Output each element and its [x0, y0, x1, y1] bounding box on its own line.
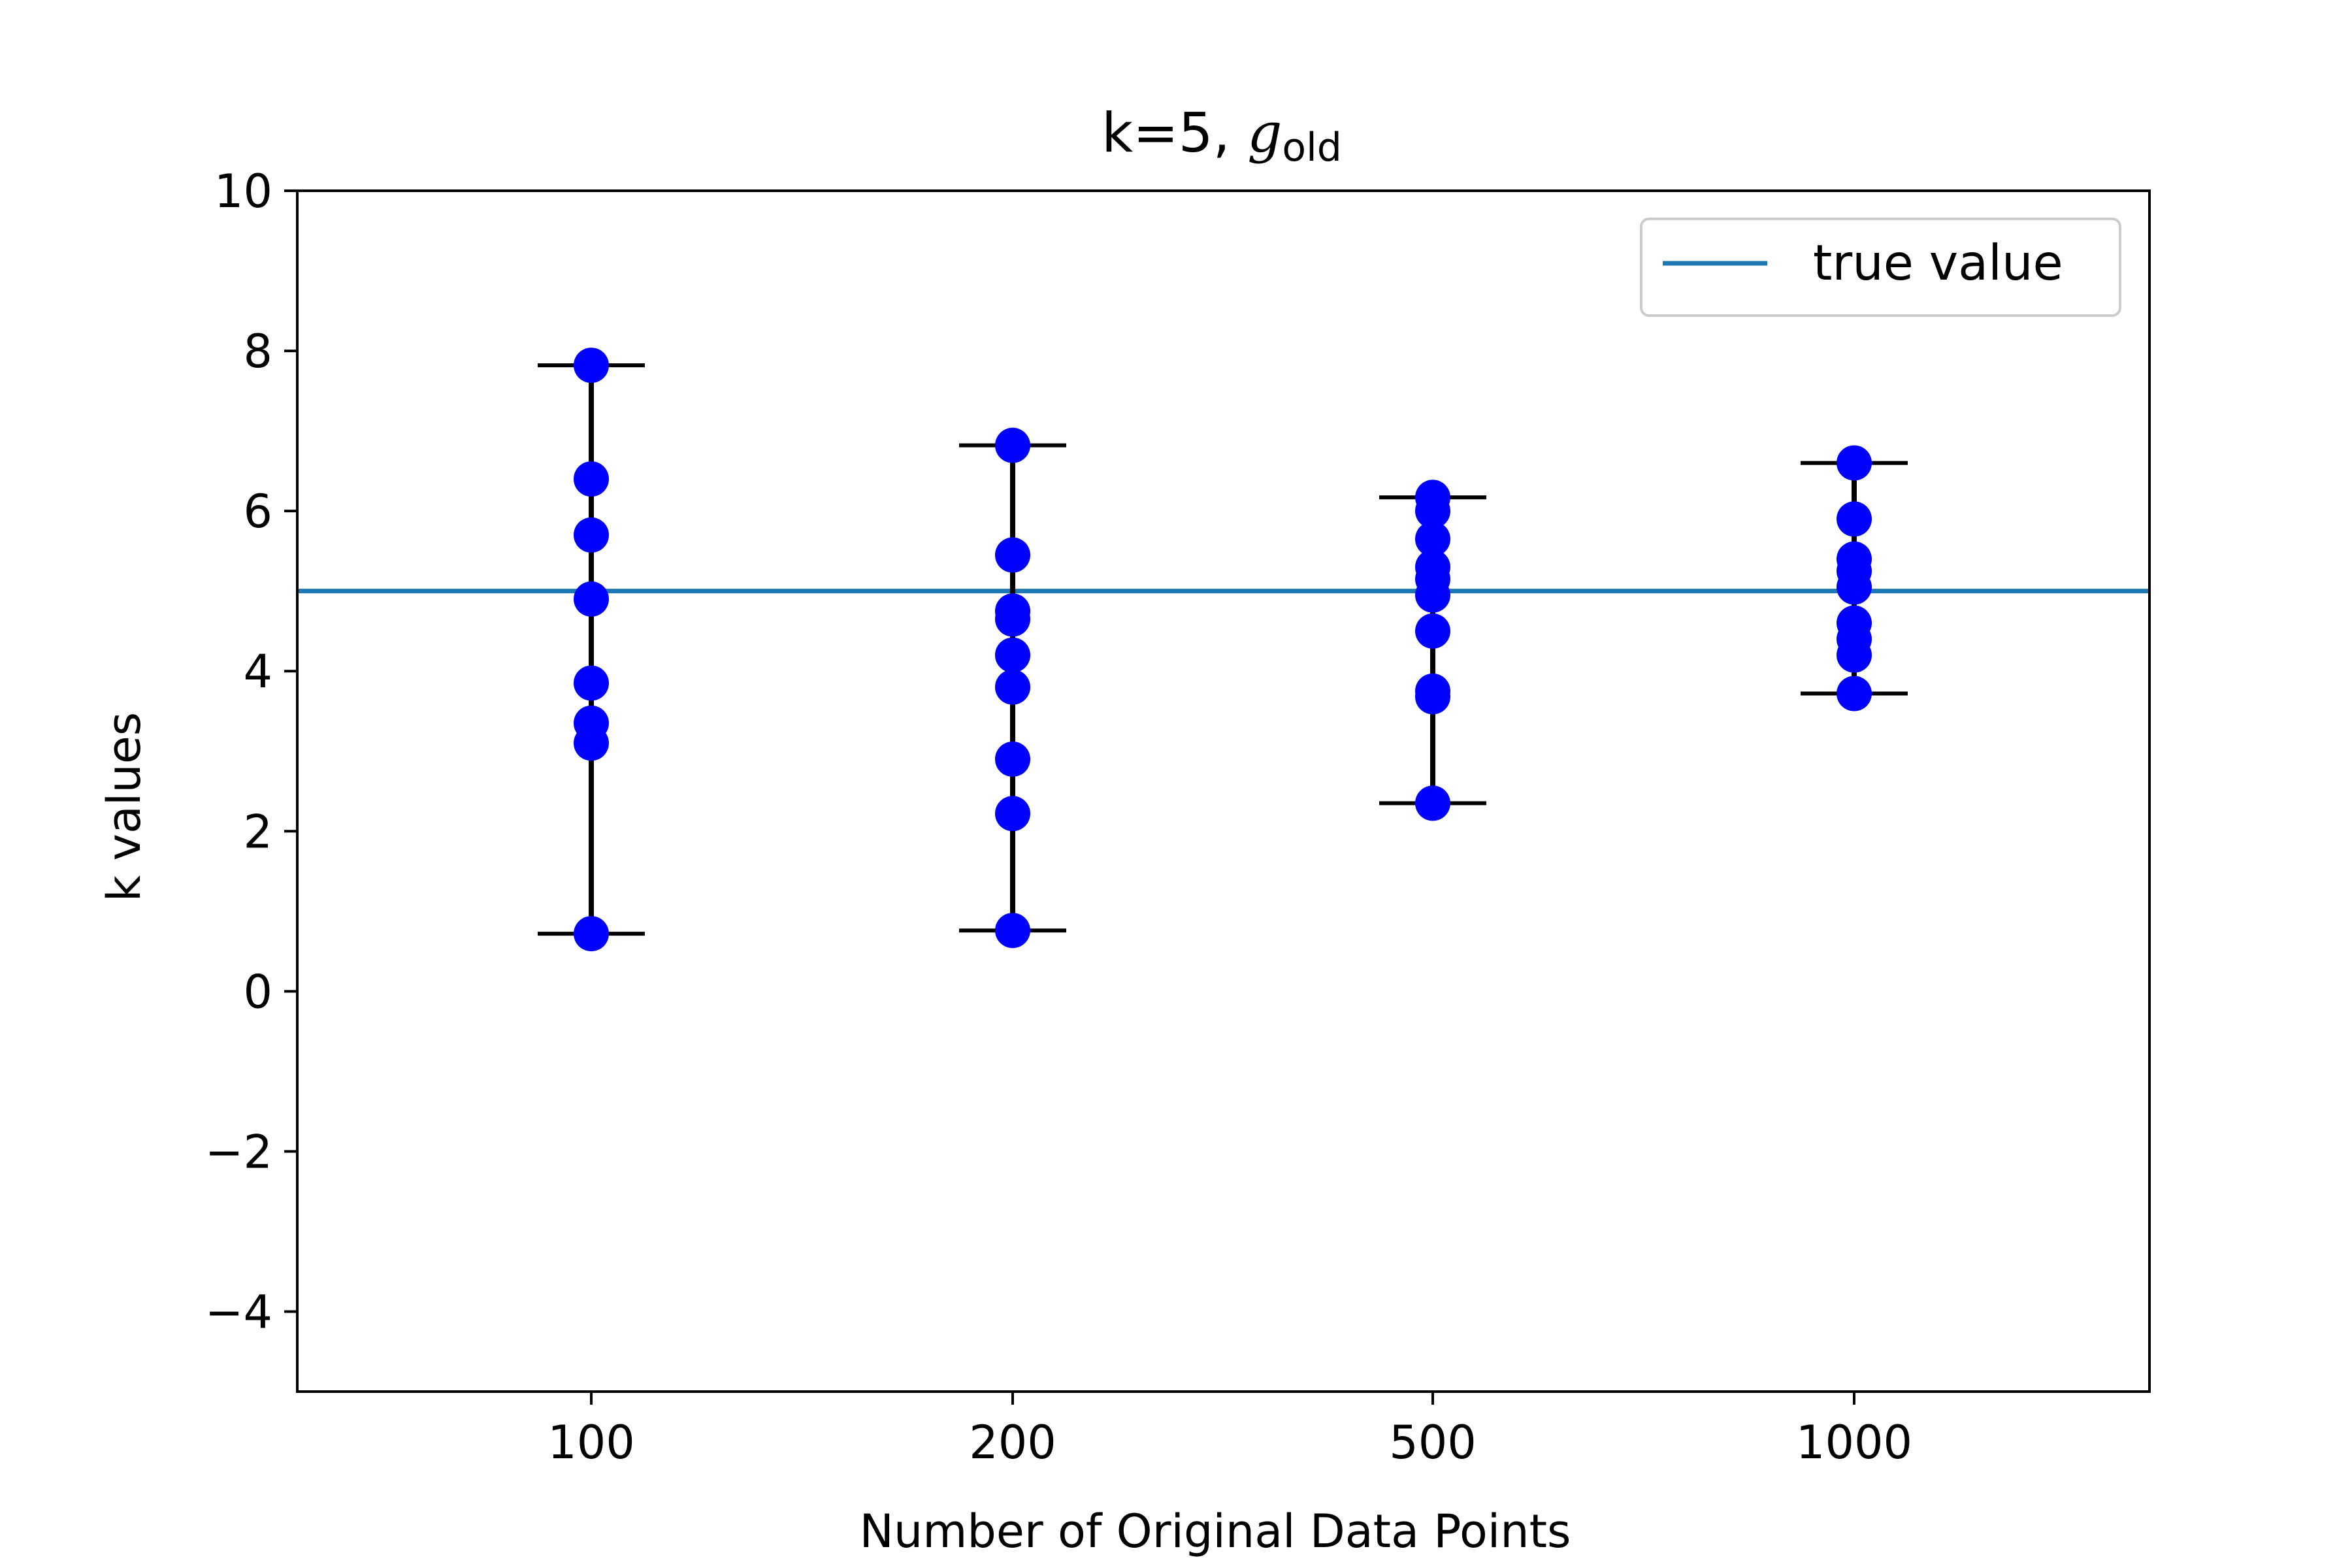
point-layer	[574, 348, 1872, 952]
data-point	[995, 796, 1030, 832]
data-point	[574, 665, 609, 701]
y-tick-label: 2	[243, 805, 272, 858]
y-tick-label: 4	[243, 645, 272, 698]
data-point	[574, 725, 609, 761]
x-tick-label: 1000	[1796, 1416, 1912, 1469]
y-axis-label: k values	[97, 712, 151, 902]
data-point	[574, 517, 609, 553]
y-tick-label: −4	[205, 1285, 272, 1339]
data-point	[995, 601, 1030, 637]
data-point	[1837, 637, 1872, 673]
x-axis-label: Number of Original Data Points	[860, 1505, 1571, 1558]
data-point	[1837, 445, 1872, 481]
x-axis-ticks: 100 200 500 1000	[547, 1392, 1912, 1469]
data-point	[1415, 785, 1450, 821]
x-tick-label: 200	[969, 1416, 1056, 1469]
chart-title-subscript: old	[1282, 125, 1341, 171]
error-bar-100	[538, 363, 645, 936]
data-point	[1415, 577, 1450, 613]
x-tick-label: 100	[547, 1416, 635, 1469]
y-tick-label: 6	[243, 485, 272, 538]
y-tick-label: 8	[243, 325, 272, 378]
data-point	[1837, 501, 1872, 537]
svg-text:k=5, gold: k=5, gold	[1102, 101, 1342, 171]
data-point	[995, 913, 1030, 949]
data-point	[1415, 493, 1450, 529]
data-point	[1415, 679, 1450, 715]
legend: true value	[1640, 218, 2121, 317]
chart-title-prefix: k=5,	[1102, 101, 1247, 165]
data-point	[574, 916, 609, 952]
data-point	[1415, 521, 1450, 557]
data-point	[995, 741, 1030, 777]
chart-title: k=5, gold	[1102, 101, 1342, 171]
y-tick-label: −2	[205, 1125, 272, 1179]
data-point	[995, 427, 1030, 463]
x-tick-label: 500	[1389, 1416, 1477, 1469]
data-point	[574, 348, 609, 384]
data-point	[995, 669, 1030, 705]
data-point	[574, 581, 609, 617]
y-tick-label: 10	[214, 165, 272, 218]
data-point	[995, 637, 1030, 673]
data-point	[1837, 569, 1872, 605]
chart-title-symbol: g	[1247, 101, 1282, 165]
legend-box	[1640, 218, 2121, 317]
data-point	[995, 537, 1030, 573]
data-point	[574, 461, 609, 497]
plot-frame	[296, 189, 2151, 1393]
data-point	[1415, 613, 1450, 649]
error-bar-layer	[538, 363, 1908, 936]
y-tick-label: 0	[243, 965, 272, 1019]
y-axis-ticks: −4 −2 0 2 4 6 8 10	[205, 165, 297, 1339]
legend-label: true value	[1813, 234, 2063, 291]
data-point	[1837, 676, 1872, 711]
